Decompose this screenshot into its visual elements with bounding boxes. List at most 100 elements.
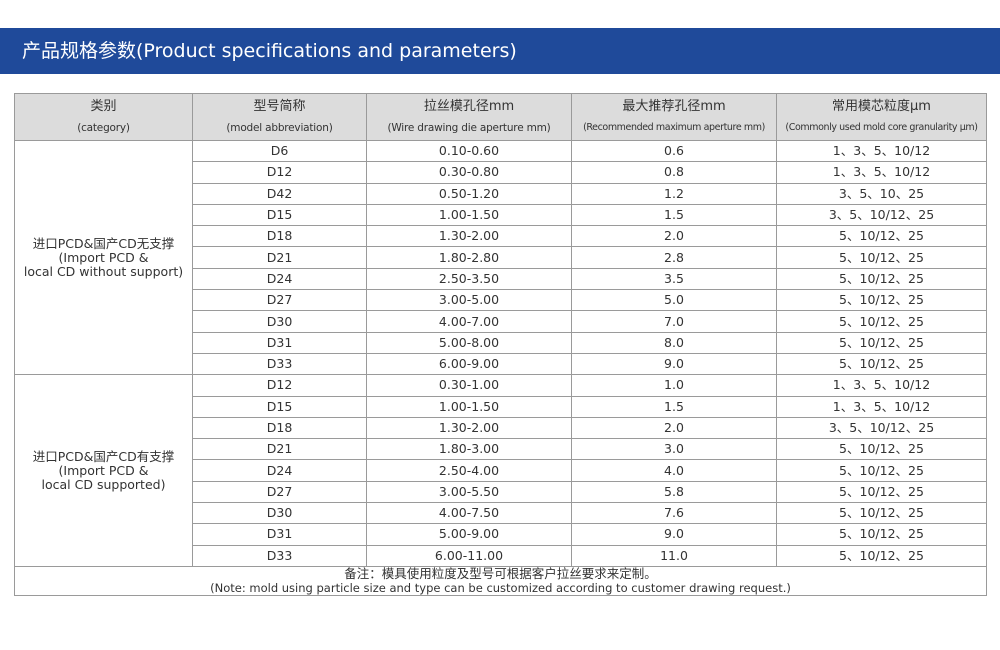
- granularity-cell: 3、5、10/12、25: [776, 203, 987, 227]
- table-row: D27 3.00-5.00 5.0 5、10/12、25: [15, 289, 987, 312]
- note-row: 备注：模具使用粒度及型号可根据客户拉丝要求来定制。 (Note: mold us…: [14, 565, 987, 596]
- spec-table-body: 进口PCD&国产CD无支撑 (Import PCD & local CD witho…: [14, 139, 987, 567]
- max-aperture-cell: 1.0: [571, 374, 777, 397]
- granularity-cell: 5、10/12、25: [776, 502, 987, 525]
- header-category-en: (category): [77, 122, 130, 134]
- header-granularity-en: (Commonly used mold core granularity μm): [785, 122, 978, 133]
- header-max-aperture-en: (Recommended maximum aperture mm): [583, 122, 765, 133]
- header-row: 类别 (category) 型号简称 (model abbreviation) …: [14, 93, 987, 141]
- header-model-en: (model abbreviation): [226, 122, 333, 134]
- model-cell: D18: [192, 225, 367, 248]
- max-aperture-cell: 1.2: [571, 182, 777, 205]
- note-cn: 备注：模具使用粒度及型号可根据客户拉丝要求来定制。: [344, 565, 657, 581]
- category-label-line: (Import PCD &: [58, 462, 149, 478]
- header-banner: 产品规格参数(Product specifications and parame…: [0, 28, 1000, 74]
- granularity-cell: 5、10/12、25: [776, 459, 987, 482]
- table-row: D24 2.50-3.50 3.5 5、10/12、25: [15, 267, 987, 291]
- aperture-cell: 4.00-7.50: [366, 502, 572, 525]
- granularity-cell: 5、10/12、25: [776, 480, 987, 504]
- aperture-cell: 0.30-1.00: [366, 374, 572, 397]
- category-label-line: 进口PCD&国产CD有支撑: [32, 448, 175, 464]
- granularity-cell: 5、10/12、25: [776, 438, 987, 461]
- granularity-cell: 5、10/12、25: [776, 544, 987, 567]
- model-cell: D24: [192, 459, 367, 482]
- aperture-cell: 0.50-1.20: [366, 182, 572, 205]
- category-label-line: (Import PCD &: [58, 249, 149, 265]
- model-cell: D33: [192, 544, 367, 567]
- granularity-cell: 5、10/12、25: [776, 225, 987, 248]
- model-cell: D12: [192, 374, 367, 397]
- aperture-cell: 2.50-3.50: [366, 267, 572, 291]
- aperture-cell: 1.30-2.00: [366, 416, 572, 440]
- table-row: D27 3.00-5.50 5.8 5、10/12、25: [15, 480, 987, 504]
- header-model-cn: 型号简称: [253, 99, 306, 114]
- table-row: D15 1.00-1.50 1.5 3、5、10/12、25: [15, 203, 987, 227]
- max-aperture-cell: 4.0: [571, 459, 777, 482]
- table-row: D18 1.30-2.00 2.0 5、10/12、25: [15, 225, 987, 248]
- granularity-cell: 5、10/12、25: [776, 331, 987, 354]
- aperture-cell: 6.00-11.00: [366, 544, 572, 567]
- header-granularity: 常用模芯粒度μm (Commonly used mold core granul…: [776, 93, 987, 141]
- aperture-cell: 2.50-4.00: [366, 459, 572, 482]
- max-aperture-cell: 8.0: [571, 331, 777, 354]
- category-label-line: 进口PCD&国产CD无支撑: [32, 235, 175, 251]
- max-aperture-cell: 2.0: [571, 225, 777, 248]
- aperture-cell: 5.00-8.00: [366, 331, 572, 354]
- model-cell: D42: [192, 182, 367, 205]
- header-model: 型号简称 (model abbreviation): [192, 93, 367, 141]
- header-category-cn: 类别: [90, 99, 117, 114]
- model-cell: D15: [192, 203, 367, 227]
- model-cell: D33: [192, 352, 367, 376]
- spec-table: 类别 (category) 型号简称 (model abbreviation) …: [14, 93, 987, 596]
- aperture-cell: 1.30-2.00: [366, 225, 572, 248]
- model-cell: D31: [192, 523, 367, 546]
- granularity-cell: 1、3、5、10/12: [776, 374, 987, 397]
- granularity-cell: 3、5、10/12、25: [776, 416, 987, 440]
- granularity-cell: 5、10/12、25: [776, 310, 987, 333]
- model-cell: D24: [192, 267, 367, 291]
- aperture-cell: 0.10-0.60: [366, 139, 572, 163]
- category-label-line: local CD supported): [41, 476, 166, 492]
- max-aperture-cell: 3.5: [571, 267, 777, 291]
- max-aperture-cell: 9.0: [571, 523, 777, 546]
- max-aperture-cell: 7.0: [571, 310, 777, 333]
- category-label-line: local CD without support): [23, 263, 184, 279]
- model-cell: D30: [192, 502, 367, 525]
- max-aperture-cell: 3.0: [571, 438, 777, 461]
- table-row: D33 6.00-9.00 9.0 5、10/12、25: [15, 352, 987, 376]
- category-cell: 进口PCD&国产CD有支撑 (Import PCD & local CD suppo…: [14, 374, 193, 567]
- note-cell: 备注：模具使用粒度及型号可根据客户拉丝要求来定制。 (Note: mold us…: [14, 565, 987, 596]
- aperture-cell: 4.00-7.00: [366, 310, 572, 333]
- header-category: 类别 (category): [14, 93, 193, 141]
- aperture-cell: 0.30-0.80: [366, 161, 572, 184]
- header-max-aperture: 最大推荐孔径mm (Recommended maximum aperture m…: [571, 93, 777, 141]
- category-cell: 进口PCD&国产CD无支撑 (Import PCD & local CD witho…: [14, 139, 193, 376]
- aperture-cell: 5.00-9.00: [366, 523, 572, 546]
- granularity-cell: 1、3、5、10/12: [776, 139, 987, 163]
- table-row: D31 5.00-8.00 8.0 5、10/12、25: [15, 331, 987, 354]
- aperture-cell: 1.00-1.50: [366, 203, 572, 227]
- aperture-cell: 3.00-5.50: [366, 480, 572, 504]
- header-granularity-cn: 常用模芯粒度μm: [832, 99, 931, 114]
- max-aperture-cell: 5.0: [571, 289, 777, 312]
- model-cell: D31: [192, 331, 367, 354]
- granularity-cell: 5、10/12、25: [776, 352, 987, 376]
- max-aperture-cell: 2.8: [571, 246, 777, 269]
- aperture-cell: 1.80-3.00: [366, 438, 572, 461]
- aperture-cell: 1.80-2.80: [366, 246, 572, 269]
- model-cell: D21: [192, 246, 367, 269]
- model-cell: D27: [192, 289, 367, 312]
- granularity-cell: 5、10/12、25: [776, 246, 987, 269]
- aperture-cell: 1.00-1.50: [366, 395, 572, 418]
- max-aperture-cell: 11.0: [571, 544, 777, 567]
- model-cell: D30: [192, 310, 367, 333]
- model-cell: D27: [192, 480, 367, 504]
- header-aperture-cn: 拉丝模孔径mm: [423, 99, 515, 114]
- granularity-cell: 1、3、5、10/12: [776, 161, 987, 184]
- granularity-cell: 1、3、5、10/12: [776, 395, 987, 418]
- granularity-cell: 5、10/12、25: [776, 523, 987, 546]
- max-aperture-cell: 1.5: [571, 395, 777, 418]
- table-row: 进口PCD&国产CD无支撑 (Import PCD & local CD witho…: [14, 139, 987, 376]
- granularity-cell: 5、10/12、25: [776, 289, 987, 312]
- model-cell: D15: [192, 395, 367, 418]
